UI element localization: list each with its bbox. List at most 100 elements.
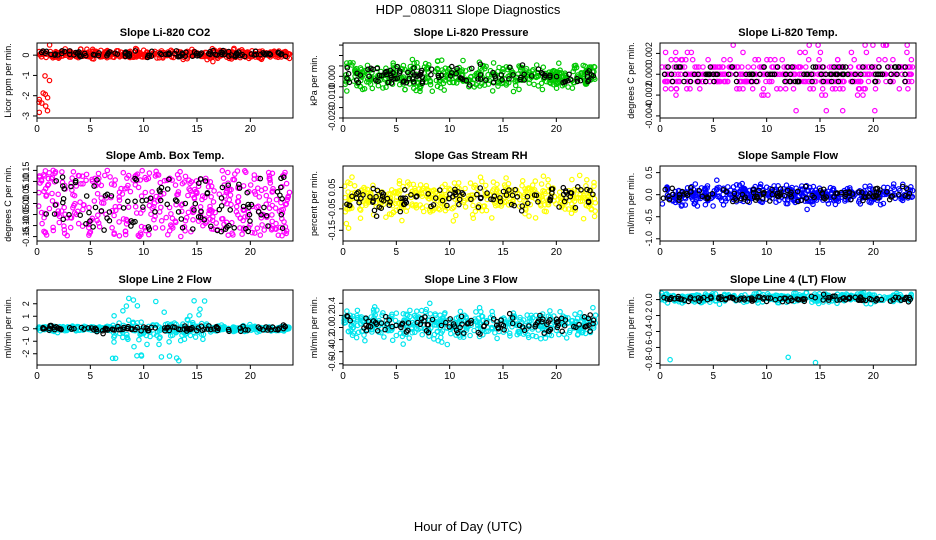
data-point [582, 63, 588, 69]
data-point [679, 202, 685, 208]
data-point-selected [809, 78, 815, 85]
data-point-selected [696, 188, 703, 194]
panel-title: Slope Amb. Box Temp. [106, 150, 225, 162]
data-point [905, 64, 912, 70]
data-point [467, 180, 474, 186]
data-point [239, 231, 245, 238]
data-point [721, 56, 727, 63]
data-point-selected [87, 218, 93, 224]
data-point [151, 200, 158, 206]
data-point-selected [808, 71, 815, 78]
data-point-selected [888, 194, 894, 200]
data-point [764, 56, 770, 63]
data-point [353, 334, 360, 341]
data-point [683, 86, 690, 92]
data-point [123, 303, 130, 309]
y-tick-label: 0 [21, 326, 31, 331]
data-point-selected [811, 194, 817, 201]
data-point [810, 86, 817, 92]
data-point [759, 199, 766, 206]
data-point [98, 182, 105, 189]
data-point [545, 177, 551, 183]
y-tick-label: -1.0 [644, 231, 654, 247]
data-point-selected [173, 48, 180, 54]
data-point [539, 86, 546, 93]
data-point [83, 177, 89, 184]
data-point [857, 78, 863, 85]
data-point [343, 220, 350, 227]
data-point [100, 200, 107, 206]
data-point [124, 334, 131, 341]
data-point [570, 68, 577, 75]
data-point [760, 86, 767, 92]
data-point [577, 309, 583, 316]
data-point [225, 169, 231, 176]
data-point-selected [905, 193, 911, 200]
data-point [80, 206, 86, 213]
data-point [682, 202, 689, 208]
data-point [492, 329, 498, 336]
data-point [370, 182, 376, 189]
data-point [565, 206, 572, 212]
y-tick-label: -0.05 [327, 199, 337, 220]
data-point [540, 64, 547, 71]
data-point [740, 86, 746, 92]
data-point [281, 219, 287, 225]
data-point-selected [665, 64, 671, 70]
x-tick-label: 20 [868, 124, 880, 135]
data-point [829, 86, 836, 92]
data-point [177, 337, 184, 344]
data-point-selected [263, 213, 270, 219]
data-point [851, 56, 858, 63]
y-tick-label: -2 [21, 92, 31, 100]
data-point [868, 199, 874, 206]
x-tick-label: 10 [138, 247, 150, 258]
y-tick-label: -1 [21, 337, 31, 345]
data-point-selected [456, 201, 462, 208]
data-point-selected [521, 71, 528, 78]
data-point-selected [782, 71, 789, 78]
data-point-selected [221, 51, 227, 58]
data-point-selected [666, 193, 672, 200]
y-tick-label: 0.00 [21, 195, 31, 213]
data-point-selected [104, 52, 110, 59]
data-point [122, 231, 129, 238]
data-point [61, 223, 67, 229]
data-point [138, 319, 145, 326]
data-point [95, 212, 101, 219]
data-point-selected [535, 199, 541, 205]
data-point-selected [114, 51, 121, 57]
data-point [890, 78, 896, 85]
data-point [591, 64, 598, 70]
data-point [172, 182, 179, 188]
x-tick-label: 15 [497, 247, 509, 258]
data-point [50, 227, 57, 234]
data-point [526, 213, 532, 219]
data-point-selected [849, 191, 856, 197]
data-point [739, 71, 746, 78]
data-point [269, 225, 276, 232]
data-point-selected [514, 194, 521, 200]
data-point [678, 56, 684, 63]
x-tick-label: 5 [88, 247, 94, 258]
data-point-selected [561, 198, 568, 205]
data-point-selected [834, 71, 841, 78]
data-point-selected [506, 76, 512, 82]
data-point-selected [865, 193, 872, 200]
data-point [417, 88, 423, 95]
data-point [689, 56, 696, 63]
data-point [138, 352, 145, 358]
data-point [529, 68, 535, 74]
data-point [488, 215, 495, 221]
data-point [242, 214, 248, 220]
data-point-selected [691, 71, 698, 78]
data-point [67, 224, 74, 231]
data-point-selected [669, 185, 676, 192]
data-point-selected [466, 82, 473, 88]
data-point-selected [709, 190, 716, 197]
data-point [229, 219, 235, 226]
data-point [908, 78, 915, 85]
data-point [553, 201, 559, 207]
data-point [266, 205, 273, 211]
